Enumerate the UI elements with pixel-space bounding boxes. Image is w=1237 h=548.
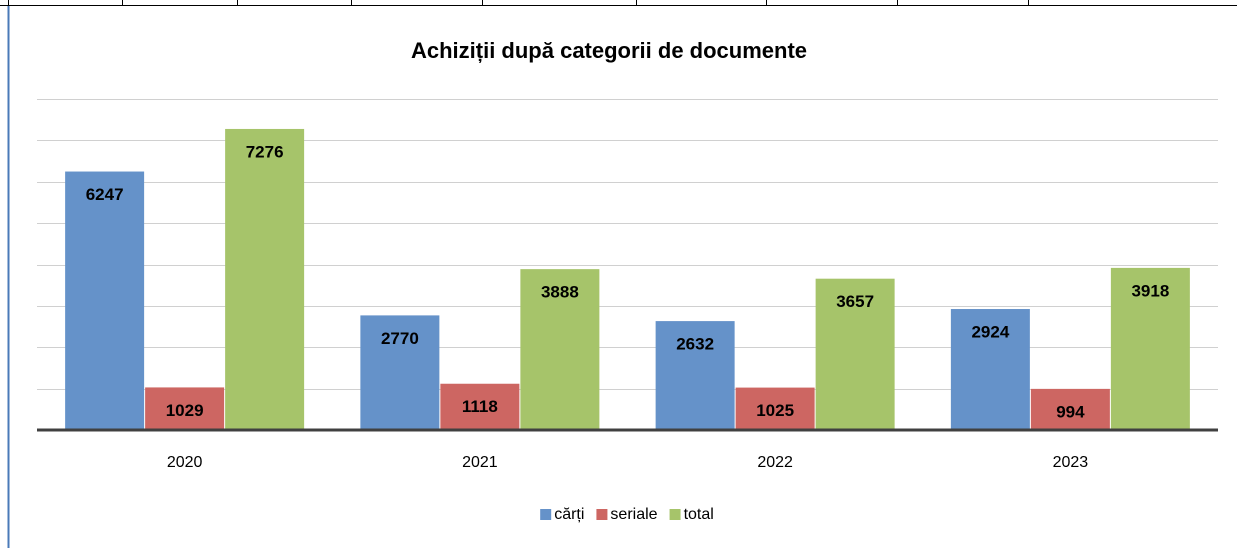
data-label: 3888 (541, 283, 579, 302)
x-tick-label: 2023 (1053, 454, 1089, 471)
data-label: 1029 (166, 401, 204, 420)
legend-label: seriale (610, 506, 657, 523)
legend-swatch (669, 509, 681, 520)
data-label: 1118 (462, 397, 498, 416)
bar (735, 387, 815, 430)
bar (950, 309, 1030, 430)
data-label: 2924 (971, 323, 1009, 342)
bar (440, 383, 520, 430)
legend-label: cărți (554, 506, 584, 523)
bar (520, 269, 600, 430)
bar (145, 387, 225, 430)
bar (360, 315, 440, 430)
data-label: 3657 (836, 292, 874, 311)
data-label: 3918 (1131, 281, 1169, 300)
table-fragment (0, 0, 1237, 6)
data-label: 2632 (676, 335, 714, 354)
legend-swatch (596, 509, 608, 520)
legend-swatch (540, 509, 552, 520)
legend-label: total (684, 506, 714, 523)
bar (65, 171, 145, 430)
data-label: 7276 (246, 142, 284, 161)
x-tick-label: 2022 (757, 454, 793, 471)
data-label: 2770 (381, 329, 419, 348)
bar (1030, 388, 1110, 430)
bar (655, 321, 735, 430)
data-label: 994 (1056, 402, 1085, 421)
bar (225, 128, 305, 430)
bar (815, 278, 895, 430)
x-tick-label: 2020 (167, 454, 203, 471)
bar (1110, 267, 1190, 430)
data-label: 6247 (86, 185, 124, 204)
x-tick-label: 2021 (462, 454, 498, 471)
data-label: 1025 (756, 401, 794, 420)
chart-title: Achiziții după categorii de documente (411, 38, 807, 63)
